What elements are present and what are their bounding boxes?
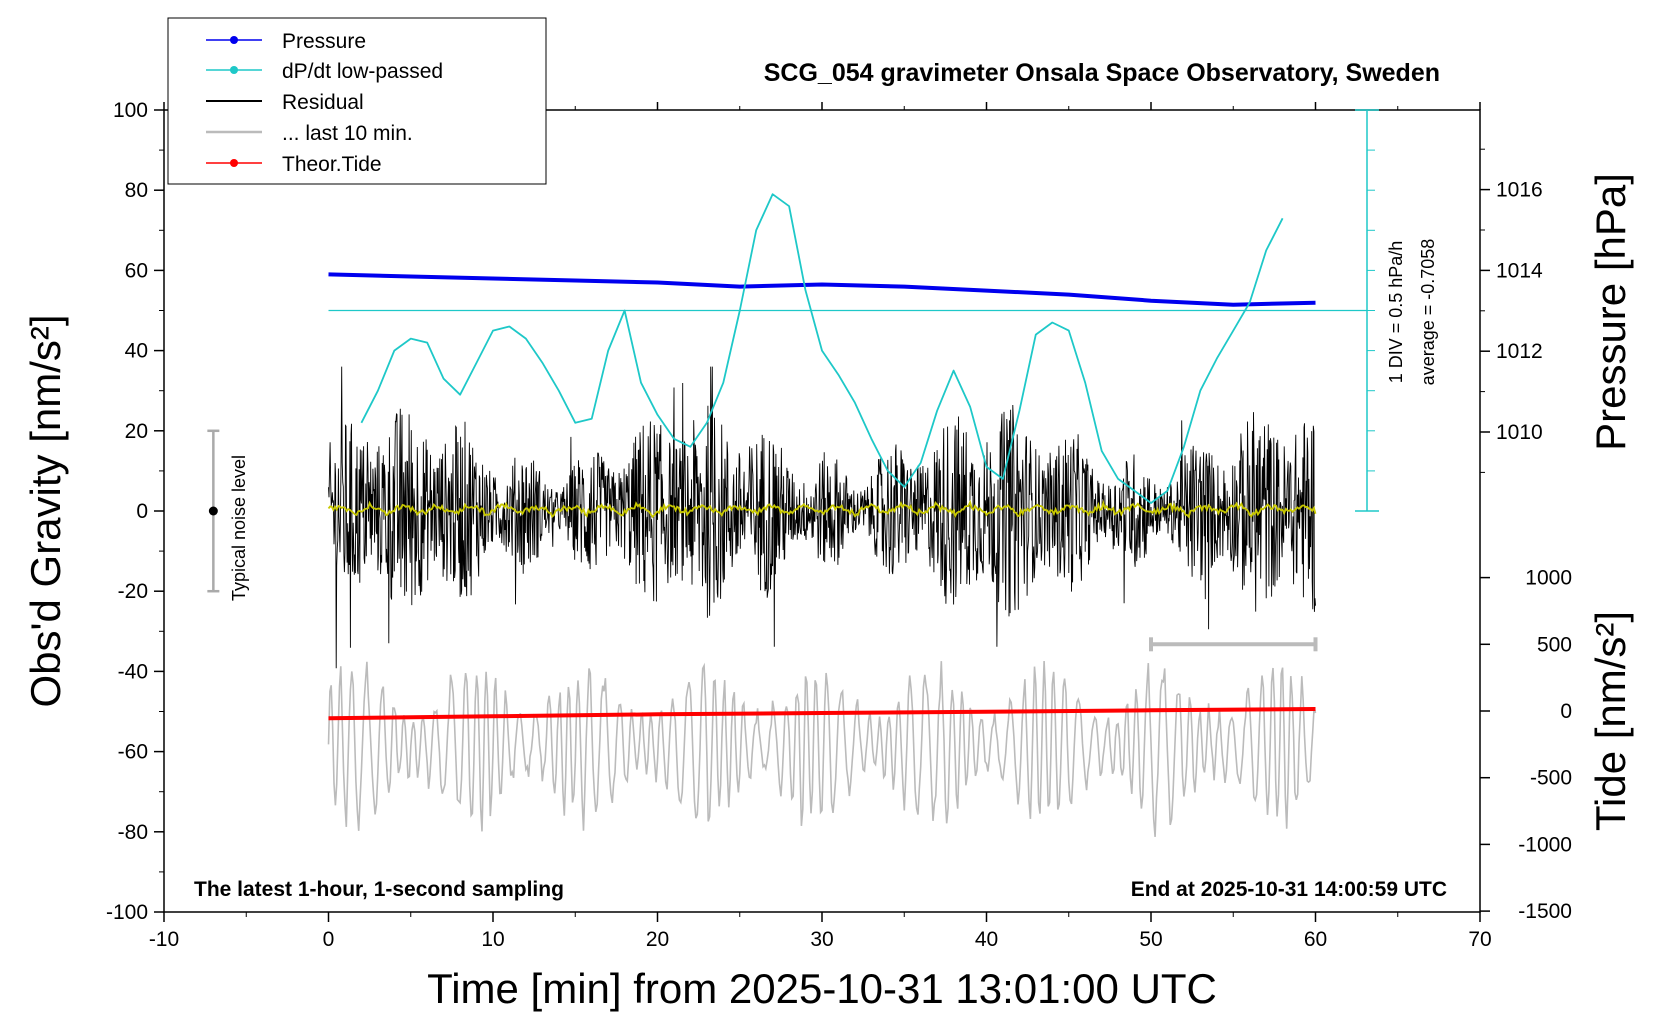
x-tick-label: 70	[1468, 928, 1491, 951]
pressure-tick-label: 1016	[1496, 179, 1543, 202]
end-time-note: End at 2025-10-31 14:00:59 UTC	[1131, 878, 1447, 901]
series-layer	[207, 193, 1318, 837]
y-tick-label: -20	[118, 580, 148, 603]
y-axis-label: Obs'd Gravity [nm/s²]	[22, 314, 69, 707]
tide-axis-label: Tide [nm/s²]	[1587, 611, 1634, 831]
legend-label-residual: Residual	[282, 91, 364, 114]
tide-tick-label: -1500	[1518, 900, 1572, 923]
y-tick-label: 60	[125, 259, 148, 282]
y-tick-label: 40	[125, 340, 148, 363]
y-tick-label: 80	[125, 179, 148, 202]
y-tick-label: 100	[113, 99, 148, 122]
noise-level-label: Typical noise level	[229, 455, 249, 601]
x-tick-label: 20	[646, 928, 669, 951]
legend-marker-pressure	[230, 36, 238, 44]
x-tick-label: 60	[1304, 928, 1327, 951]
legend-label-pressure: Pressure	[282, 30, 366, 53]
residual-line	[328, 366, 1316, 669]
tide-tick-label: 500	[1537, 633, 1572, 656]
chart-title: SCG_054 gravimeter Onsala Space Observat…	[764, 59, 1440, 87]
pressure-tick-label: 1014	[1496, 259, 1543, 282]
y-tick-label: 20	[125, 420, 148, 443]
dp-dt-low-passed-line	[360, 193, 1284, 504]
legend-label-last10: ... last 10 min.	[282, 122, 413, 145]
x-tick-label: -10	[149, 928, 179, 951]
legend: Pressure dP/dt low-passed Residual ... l…	[167, 17, 547, 185]
legend-marker-tide	[230, 159, 238, 167]
pressure-line	[328, 272, 1316, 307]
legend-label-dpdt: dP/dt low-passed	[282, 60, 443, 83]
theor-tide-line	[328, 707, 1316, 721]
legend-marker-dpdt	[230, 66, 238, 74]
dpdt-scale-axis	[328, 109, 1379, 512]
x-tick-label: 30	[810, 928, 833, 951]
latest-hour-note: The latest 1-hour, 1-second sampling	[194, 878, 564, 901]
x-tick-label: 50	[1139, 928, 1162, 951]
tide-tick-label: -500	[1530, 767, 1572, 790]
dpdt-average-note: average = -0.7058	[1418, 239, 1438, 386]
x-tick-label: 0	[323, 928, 335, 951]
noise-level-marker	[208, 506, 218, 516]
legend-label-tide: Theor.Tide	[282, 153, 382, 176]
y-tick-label: -100	[106, 901, 148, 924]
y-tick-label: -80	[118, 821, 148, 844]
residual-smoothed-line	[327, 499, 1317, 519]
tide-tick-label: 0	[1560, 700, 1572, 723]
x-axis-label: Time [min] from 2025-10-31 13:01:00 UTC	[427, 965, 1217, 1012]
axis-ticks: -10 0 10 20 30 40 50 60 70100806040200-20-40-60-…	[106, 99, 1572, 951]
y-tick-label: -40	[118, 660, 148, 683]
pressure-tick-label: 1012	[1496, 340, 1543, 363]
dpdt-scale-note: 1 DIV = 0.5 hPa/h	[1386, 241, 1406, 384]
y-tick-label: -60	[118, 741, 148, 764]
tide-tick-label: 1000	[1525, 567, 1572, 590]
y-tick-label: 0	[136, 500, 148, 523]
tide-tick-label: -1000	[1518, 833, 1572, 856]
x-tick-label: 10	[481, 928, 504, 951]
last-10-min-line	[327, 660, 1317, 837]
pressure-axis-label: Pressure [hPa]	[1587, 173, 1634, 451]
x-tick-label: 40	[975, 928, 998, 951]
pressure-tick-label: 1010	[1496, 421, 1543, 444]
